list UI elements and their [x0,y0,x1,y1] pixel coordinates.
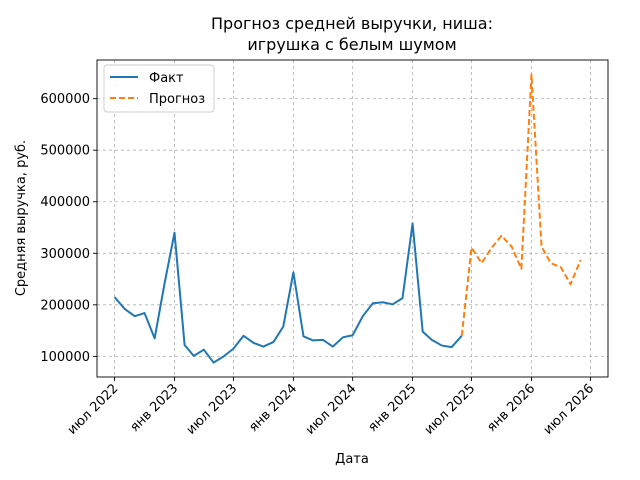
series-point [549,262,551,264]
series-point [401,297,403,299]
legend: Факт Прогноз [103,64,215,113]
series-point [292,271,294,273]
y-tick-label: 200000 [40,298,90,313]
series-point [450,346,452,348]
chart-title-line-1: Прогноз средней выручки, ниша: [211,14,493,33]
series-point [569,283,571,285]
series-point [203,348,205,350]
y-tick-label: 300000 [40,247,90,262]
series-point [372,302,374,304]
series-point [540,245,542,247]
series-point [431,339,433,341]
series-point [272,341,274,343]
series-point [480,262,482,264]
series-point [381,301,383,303]
series-point [222,355,224,357]
series-point [193,355,195,357]
series-point [262,345,264,347]
series-point [183,344,185,346]
series-point [441,344,443,346]
series-point [163,283,165,285]
y-tick-label: 100000 [40,350,90,365]
chart-title-line-2: игрушка с белым шумом [247,35,456,54]
series-point [134,315,136,317]
series-point [282,325,284,327]
series-point [470,246,472,248]
series-point [351,334,353,336]
series-point [212,361,214,363]
series-point [302,335,304,337]
series-point [560,266,562,268]
series-point [411,222,413,224]
series-point [500,235,502,237]
series-point [153,337,155,339]
series-point [113,296,115,298]
series-point [491,246,493,248]
series-point [332,345,334,347]
series-point [143,312,145,314]
series-point [530,73,532,75]
legend-label-fact: Факт [149,71,184,86]
y-tick-label: 400000 [40,195,90,210]
y-axis-ticks: 100000 200000 300000 400000 500000 600000 [40,92,97,365]
series-line-fact [113,222,463,364]
series-point [242,335,244,337]
series-point [123,308,125,310]
series-point [252,342,254,344]
series-point [579,259,581,261]
series-point [392,303,394,305]
series-point [232,347,234,349]
legend-label-forecast: Прогноз [149,92,205,107]
y-tick-label: 500000 [40,144,90,159]
series-point [173,231,175,233]
series-point [342,336,344,338]
y-axis-label: Средняя выручка, руб. [14,140,29,296]
series-point [520,268,522,270]
series-lines [113,73,582,364]
series-point [510,245,512,247]
x-axis-label: Дата [335,452,369,467]
series-point [461,335,463,337]
series-point [421,330,423,332]
series-point [322,339,324,341]
series-line-forecast [460,73,582,336]
series-point [362,315,364,317]
y-tick-label: 600000 [40,92,90,107]
series-point [312,339,314,341]
